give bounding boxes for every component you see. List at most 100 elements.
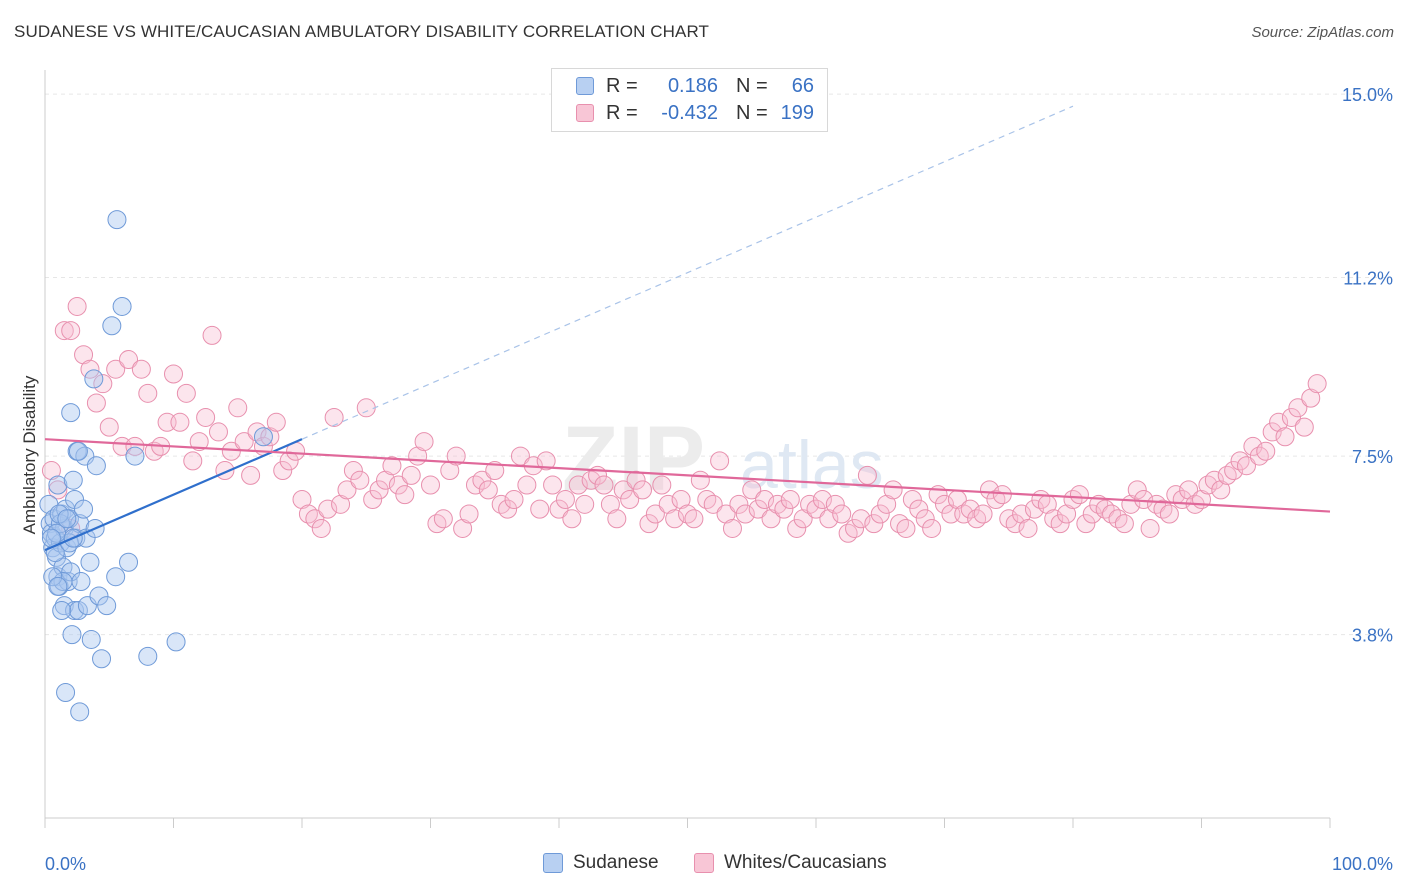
white-point: [1153, 499, 1173, 519]
white-point: [716, 504, 736, 524]
white-point: [710, 451, 730, 471]
white-point: [164, 364, 183, 384]
white-point: [54, 321, 74, 341]
white-point: [902, 489, 922, 509]
white-point: [1108, 509, 1128, 529]
white-point: [864, 514, 884, 534]
white-point: [202, 325, 222, 345]
white-point: [684, 509, 704, 529]
sudanese-point: [74, 499, 94, 519]
legend-swatch-white: [576, 104, 594, 122]
white-point: [427, 514, 447, 534]
white-point: [581, 470, 601, 490]
sudanese-point: [80, 552, 100, 572]
stats-legend: R = 0.186 N = 66 R = -0.432 N = 199: [551, 68, 828, 132]
white-point: [883, 480, 903, 500]
white-trend-line: [44, 438, 1331, 513]
legend-swatch-sudanese: [576, 77, 594, 95]
legend-n-label: N =: [736, 101, 768, 124]
white-point: [241, 465, 261, 485]
white-point: [979, 480, 999, 500]
white-point: [761, 509, 781, 529]
white-point: [973, 504, 993, 524]
sudanese-point: [43, 567, 63, 587]
white-point: [594, 475, 614, 495]
sudanese-point: [68, 441, 88, 461]
white-point: [626, 470, 646, 490]
white-point: [909, 499, 929, 519]
white-point: [1147, 494, 1167, 514]
y-tick-label: 11.2%: [1343, 269, 1393, 289]
white-point: [401, 465, 421, 485]
white-point: [812, 489, 832, 509]
legend-r-label: R =: [606, 101, 638, 124]
white-point: [530, 499, 550, 519]
sudanese-point: [62, 625, 82, 645]
white-point: [421, 475, 440, 495]
white-point: [1204, 470, 1224, 490]
x-tick-label: 0.0%: [45, 854, 86, 874]
legend-r-value: -0.432: [661, 101, 718, 124]
white-point: [196, 407, 216, 427]
white-point: [363, 489, 383, 509]
sudanese-point: [166, 632, 186, 652]
white-point: [472, 470, 492, 490]
white-point: [1256, 441, 1276, 461]
white-point: [106, 359, 126, 379]
white-points-layer: [41, 296, 1327, 543]
white-point: [857, 465, 877, 485]
white-point: [1281, 407, 1301, 427]
sudanese-point: [57, 509, 77, 529]
white-point: [1050, 514, 1070, 534]
sudanese-point: [97, 596, 117, 616]
sudanese-point: [119, 552, 139, 572]
white-point: [170, 412, 190, 432]
tick-labels: 3.8% 7.5% 11.2% 15.0% 0.0% 100.0%: [45, 85, 1393, 874]
white-point: [735, 504, 755, 524]
sudanese-trend-line: [44, 438, 303, 552]
white-point: [1236, 456, 1256, 476]
watermark-zip: ZIP: [562, 408, 705, 510]
axis-layer: [44, 70, 1331, 828]
white-point: [722, 518, 742, 538]
white-point: [851, 509, 871, 529]
white-point: [633, 480, 653, 500]
white-point: [896, 518, 916, 538]
white-point: [41, 461, 61, 481]
white-point: [1082, 504, 1102, 524]
white-point: [1114, 514, 1134, 534]
white-point: [189, 432, 209, 452]
white-point: [562, 509, 582, 529]
white-point: [652, 475, 672, 495]
sudanese-point: [86, 456, 106, 476]
white-point: [678, 504, 697, 524]
white-point: [555, 489, 575, 509]
white-point: [607, 509, 627, 529]
white-point: [414, 432, 434, 452]
sudanese-point: [56, 683, 76, 703]
sudanese-point: [61, 403, 81, 423]
white-point: [369, 480, 389, 500]
white-point: [382, 456, 402, 476]
white-point: [1262, 422, 1282, 442]
white-point: [305, 509, 325, 529]
white-point: [1057, 504, 1077, 524]
white-point: [1018, 518, 1038, 538]
white-point: [658, 494, 678, 514]
white-point: [247, 422, 267, 442]
sudanese-point: [125, 446, 145, 466]
white-point: [1217, 465, 1237, 485]
white-point: [1269, 412, 1289, 432]
legend-r-label: R =: [606, 74, 638, 97]
white-point: [690, 470, 710, 490]
white-point: [1243, 436, 1263, 456]
white-point: [356, 398, 376, 418]
white-point: [119, 350, 139, 370]
white-point: [433, 509, 453, 529]
sudanese-point: [70, 514, 90, 534]
white-point: [1179, 480, 1199, 500]
bottom-legend-label-white: Whites/Caucasians: [724, 852, 887, 873]
sudanese-point: [84, 369, 104, 389]
white-point: [838, 523, 858, 543]
white-point: [819, 509, 839, 529]
